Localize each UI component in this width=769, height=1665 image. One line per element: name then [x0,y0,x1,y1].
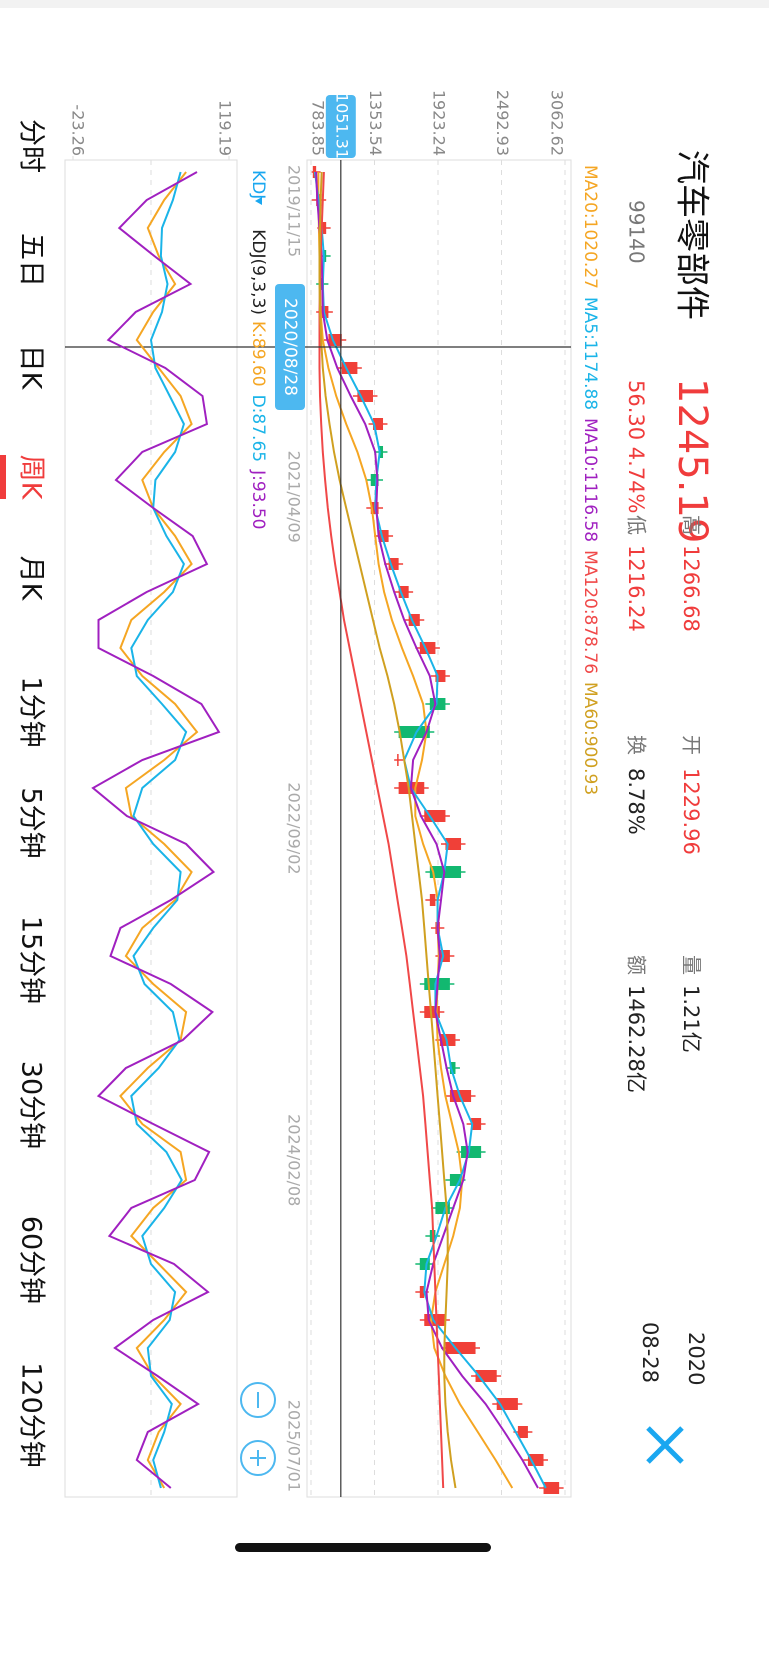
ma-line [317,172,514,1489]
legend-entry: D:87.65 [248,395,268,463]
stat-value: 1229.96 [679,768,703,855]
crosshair-date: 2020/08/28 [280,298,300,396]
stat-value: 1216.24 [624,545,648,632]
y-tick-label: 1353.54 [366,90,385,156]
legend-entry: K:89.60 [248,321,268,387]
legend-entry: MA10:1116.58 [580,418,600,542]
x-tick-label: 2022/09/02 [285,782,304,874]
candle-body [445,1342,476,1354]
y-tick-label: 3062.62 [548,90,567,156]
tab[interactable]: 1分钟 [16,676,47,747]
tab[interactable]: 5分钟 [16,787,47,858]
tab[interactable]: 周K [16,455,47,501]
legend-entry: MA60:900.93 [580,682,600,795]
candle-body [397,754,399,766]
tab[interactable]: 15分钟 [16,916,47,1004]
candle-body [517,1426,528,1438]
zoom-circle [240,1440,276,1476]
tab[interactable]: 分时 [16,119,47,173]
x-tick-label: 2025/07/01 [285,1400,304,1492]
title: 汽车零部件 [672,150,712,320]
tab[interactable]: 月K [16,556,47,602]
tab[interactable]: 日K [16,345,47,391]
crosshair-date-box [275,284,305,410]
candle-body [419,1286,425,1298]
legend-entry: MA20:1020.27 [580,165,600,289]
stat-value: 1266.68 [679,545,703,632]
stat-label: 高 [680,515,704,535]
x-tick-label: 2024/02/08 [285,1114,304,1206]
kdj-line [91,171,221,1489]
legend-entry: MA5:1174.88 [580,297,600,410]
candle-body [445,838,462,850]
price-frame [306,159,572,1498]
zoom-circle [240,1382,276,1418]
zoom-in[interactable] [240,1440,276,1476]
stat-value: 8.78% [624,768,648,835]
stat-label: 量 [680,955,704,975]
zoom-out[interactable] [240,1382,276,1418]
crosshair-price: 1051.31 [332,93,351,159]
legend-entry: J:93.50 [248,469,268,529]
stat-label: 开 [680,735,704,755]
x-tick-label: 2021/04/09 [285,451,304,543]
candle-body [429,866,462,878]
tab[interactable]: 五日 [16,233,47,287]
stat-label: 额 [625,955,649,975]
candle-body [398,726,430,738]
ma-line [314,171,547,1489]
indicator-params: KDJ(9,3,3) [248,229,268,315]
kdj-line [130,171,188,1489]
home-indicator [235,1543,491,1552]
y-tick-label: 119.19 [216,100,235,156]
date-year: 2020 [684,1332,708,1385]
ma-line [315,171,539,1489]
tab[interactable]: 120分钟 [16,1362,47,1468]
candle-body [429,894,436,906]
tab[interactable]: 60分钟 [16,1216,47,1304]
status-strip [0,0,769,8]
kdj-line [119,171,199,1489]
ma-line [318,171,457,1489]
crosshair-price-box [325,95,356,158]
price: 1245.19 [669,378,715,543]
code: 99140 [625,200,649,264]
candle-body [543,1482,560,1494]
ma-line [318,171,445,1489]
y-tick-label: -23.26 [69,104,88,156]
legend-entry: MA120:878.76 [580,550,600,674]
stat-value: 1.21亿 [679,985,703,1053]
stat-label: 低 [625,515,649,535]
x-tick-label: 2019/11/15 [285,165,304,257]
indicator-name[interactable]: KDJ [248,170,268,199]
y-tick-label: 2492.93 [493,90,512,156]
dropdown-icon [255,197,262,205]
close-button[interactable] [646,1426,684,1464]
stat-value: 1462.28亿 [624,985,648,1093]
close-icon [646,1426,684,1464]
tab-indicator [0,455,6,499]
change: 56.30 4.74% [624,380,648,514]
y-tick-label: 783.85 [309,100,328,156]
tab[interactable]: 30分钟 [16,1061,47,1149]
candle-body [439,1034,456,1046]
candle-body [461,1146,482,1158]
candle-body [424,810,446,822]
y-tick-label: 1923.24 [430,90,449,156]
date-day: 08-28 [638,1322,662,1383]
stat-label: 换 [625,735,649,755]
candle-body [471,1118,482,1130]
